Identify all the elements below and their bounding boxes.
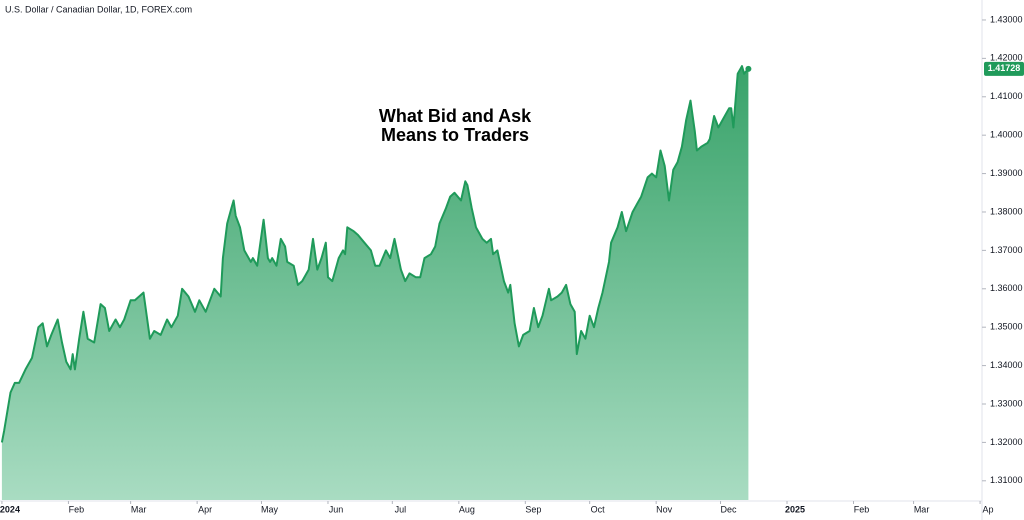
- x-tick-label: Apr: [198, 504, 212, 514]
- x-tick-label: 2025: [785, 504, 805, 514]
- y-tick-label: 1.37000: [990, 245, 1023, 255]
- y-tick-label: 1.40000: [990, 130, 1023, 140]
- x-tick-label: May: [261, 504, 279, 514]
- annotation: Means to Traders: [381, 125, 529, 145]
- x-tick-label: Feb: [69, 504, 85, 514]
- area-fill: [1, 66, 749, 500]
- x-tick-label: Sep: [525, 504, 541, 514]
- last-point: [745, 65, 752, 72]
- y-tick-label: 1.42000: [990, 53, 1023, 63]
- annotation: What Bid and Ask: [379, 106, 532, 126]
- x-tick-label: Mar: [914, 504, 930, 514]
- x-tick-label: Dec: [721, 504, 738, 514]
- y-tick-label: 1.39000: [990, 168, 1023, 178]
- last-value-label: 1.41728: [988, 63, 1021, 73]
- x-tick-label: Feb: [854, 504, 870, 514]
- y-tick-label: 1.32000: [990, 437, 1023, 447]
- y-tick-label: 1.38000: [990, 206, 1023, 216]
- x-tick-label: 2024: [0, 504, 20, 514]
- chart-title: U.S. Dollar / Canadian Dollar, 1D, FOREX…: [5, 4, 192, 14]
- y-tick-label: 1.34000: [990, 360, 1023, 370]
- x-tick-label: Nov: [656, 504, 673, 514]
- y-tick-label: 1.31000: [990, 475, 1023, 485]
- x-tick-label: Ap: [983, 504, 994, 514]
- x-tick-label: Jun: [329, 504, 344, 514]
- y-tick-label: 1.35000: [990, 322, 1023, 332]
- x-tick-label: Aug: [459, 504, 475, 514]
- y-tick-label: 1.33000: [990, 398, 1023, 408]
- x-tick-label: Oct: [591, 504, 606, 514]
- last-value-box: [984, 61, 1024, 76]
- x-tick-label: Mar: [131, 504, 147, 514]
- x-tick-label: Jul: [395, 504, 407, 514]
- y-tick-label: 1.41000: [990, 91, 1023, 101]
- price-line: [0, 65, 750, 443]
- y-tick-label: 1.43000: [990, 14, 1023, 24]
- y-tick-label: 1.36000: [990, 283, 1023, 293]
